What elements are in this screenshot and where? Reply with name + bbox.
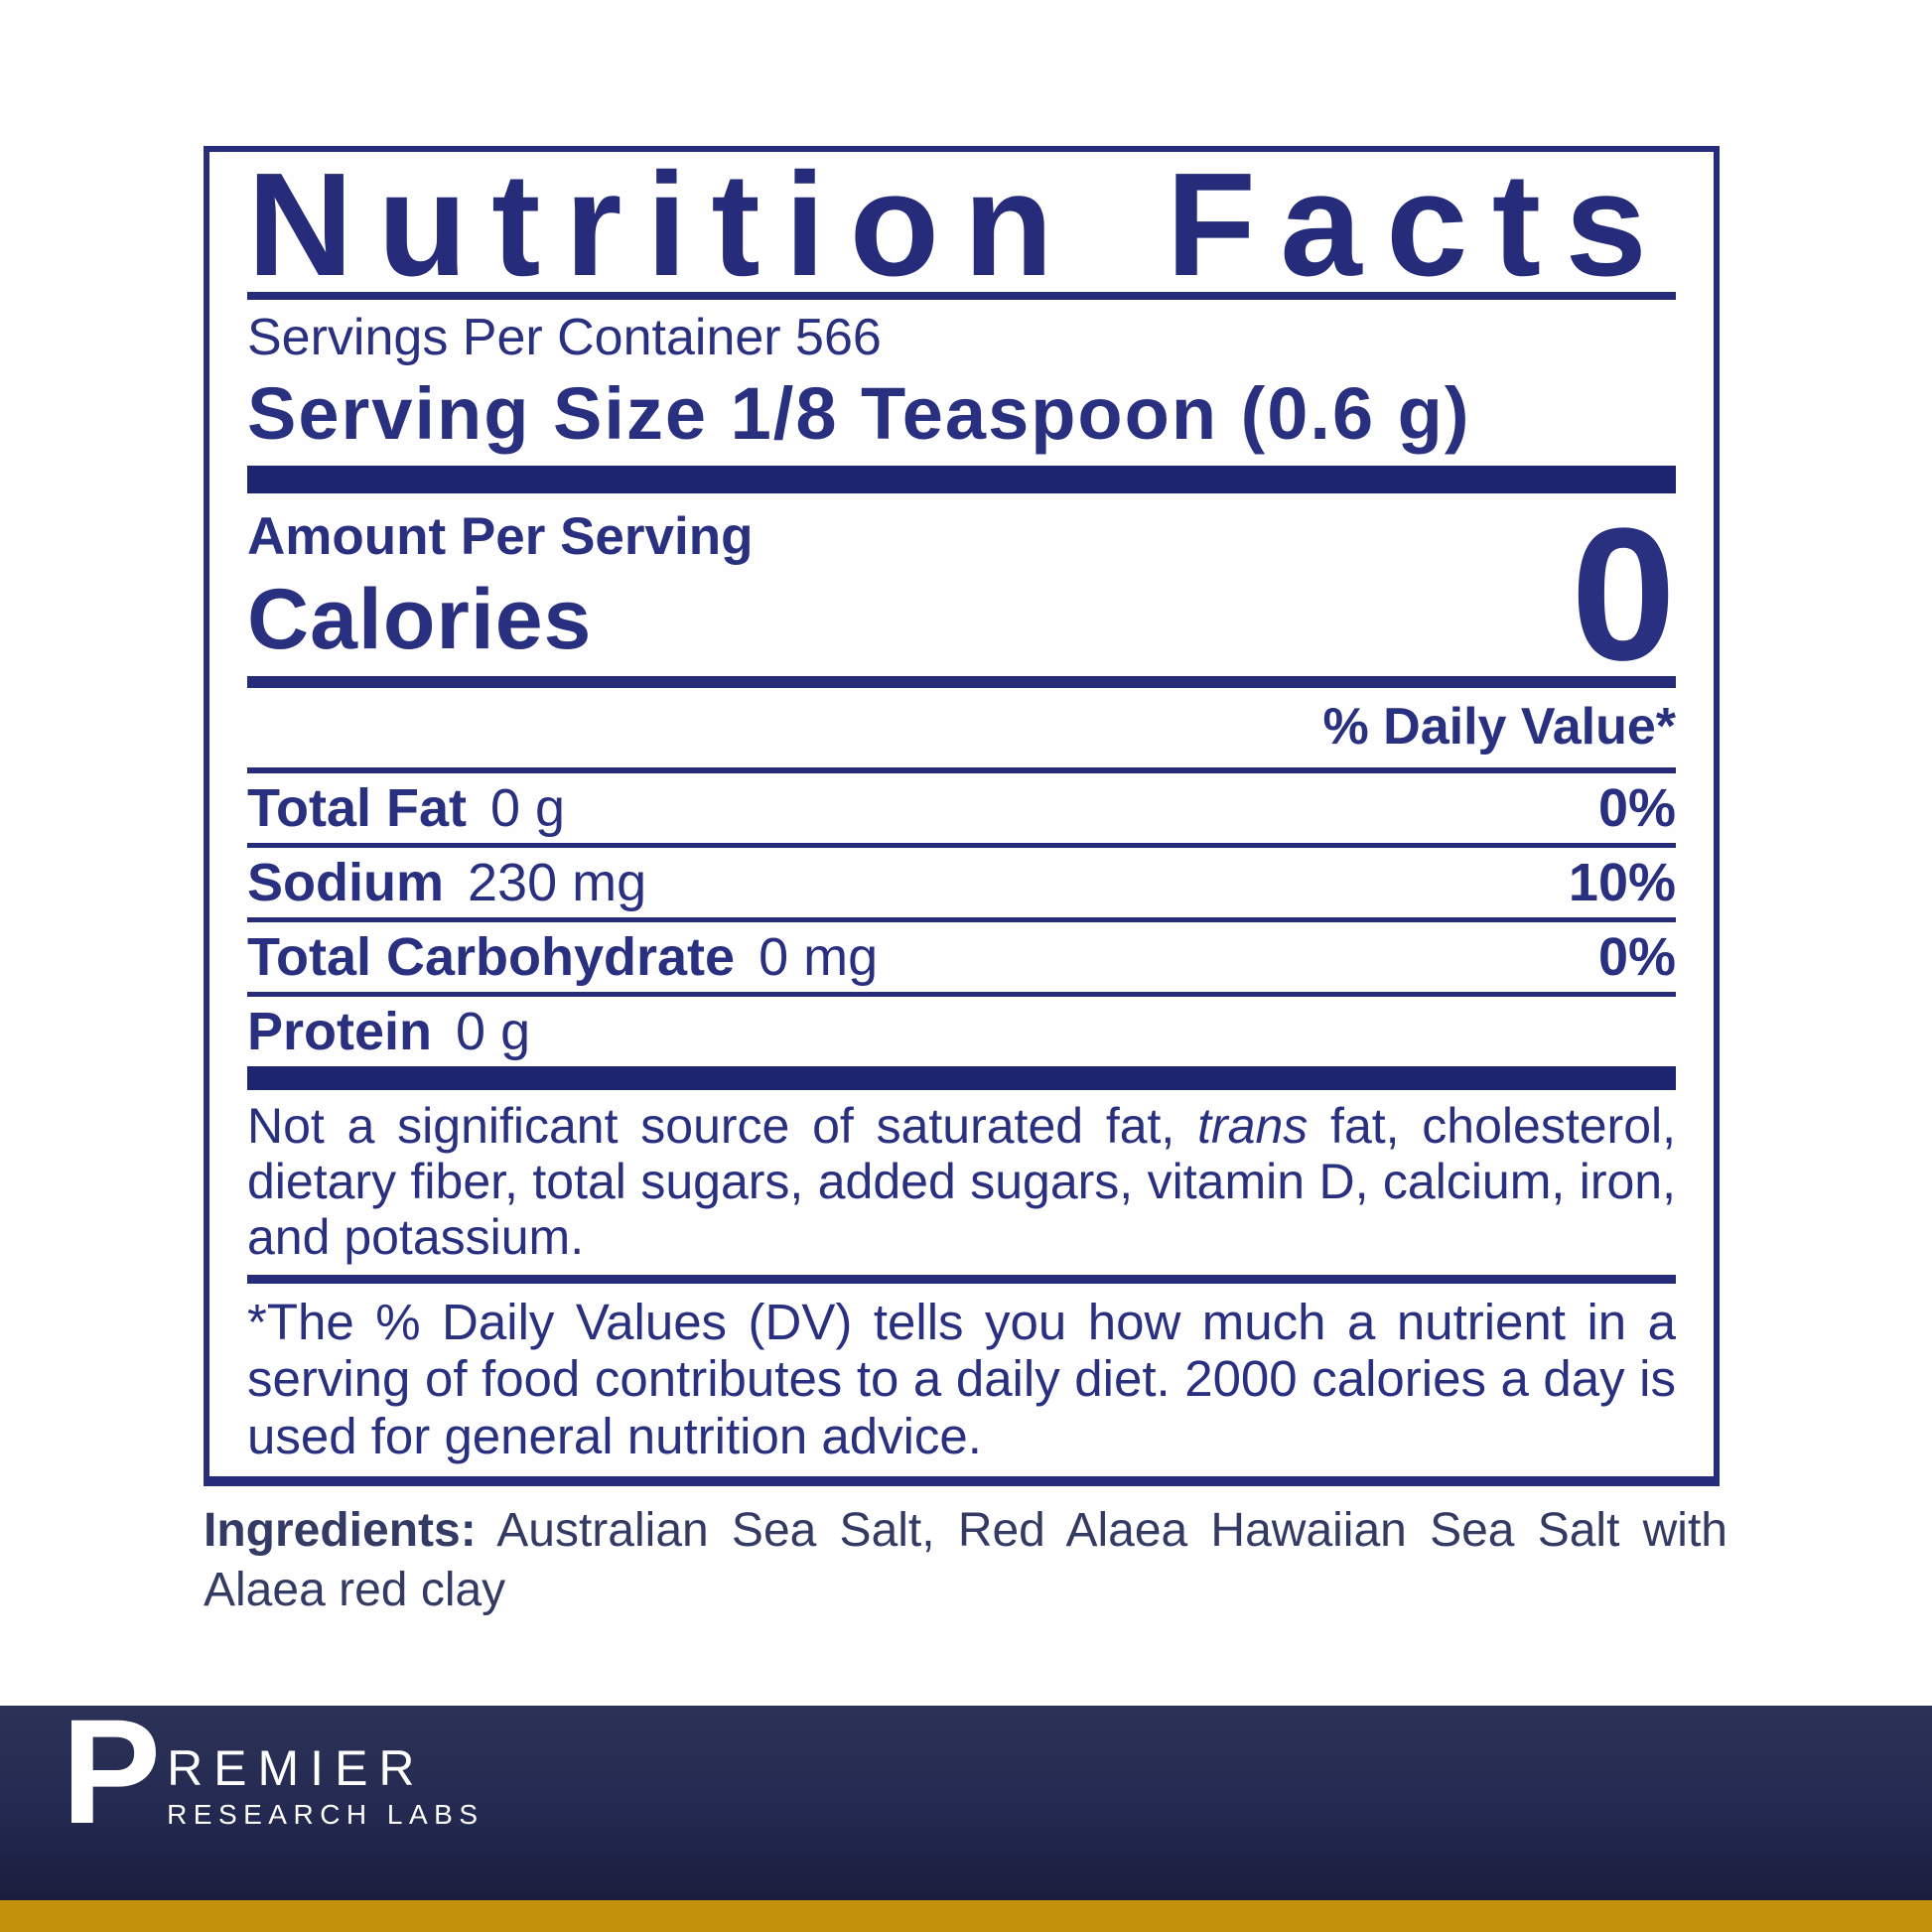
ingredients-label: Ingredients: [204,1504,477,1557]
calories-section: Amount Per Serving Calories 0 [247,489,1676,701]
footnote-divider [247,1275,1676,1285]
nutrient-row-sodium: Sodium 230 mg 10% [247,848,1676,917]
daily-value-footnote: *The % Daily Values (DV) tells you how m… [247,1294,1676,1464]
nutrient-row-total-carbohydrate: Total Carbohydrate 0 mg 0% [247,922,1676,992]
daily-value-divider [247,767,1676,774]
note-trans-italic: trans [1197,1098,1309,1155]
nutrient-amount: 0 mg [759,927,879,988]
brand-subtitle: RESEARCH LABS [167,1799,484,1830]
footer-navy-band: P REMIER RESEARCH LABS [0,1688,1932,1900]
note-suffix: fat, cholesterol, dietary fiber, total s… [247,1098,1676,1266]
premier-research-labs-logo: P REMIER RESEARCH LABS [62,1688,484,1855]
calories-divider [247,675,1676,688]
nutrient-row-total-fat: Total Fat 0 g 0% [247,773,1676,843]
thick-bar-top [247,466,1676,494]
nutrition-facts-title: Nutrition Facts [247,143,1672,307]
footer-gold-strip [0,1900,1932,1932]
servings-per-container: Servings Per Container 566 [247,309,882,367]
calories-label: Calories [247,571,593,667]
calories-value: 0 [1571,489,1676,701]
nutrient-name: Sodium [247,853,444,913]
nutrient-name: Total Carbohydrate [247,927,736,988]
nutrient-amount: 0 g [489,778,566,839]
daily-value-header: % Daily Value* [1322,697,1676,756]
nutrient-amount: 230 mg [468,853,647,913]
nutrition-facts-panel: Nutrition Facts Servings Per Container 5… [204,146,1720,1486]
row-divider [247,843,1676,849]
nutrient-daily-value: 10% [1568,853,1676,913]
row-divider [247,992,1676,998]
nutrient-row-protein: Protein 0 g [247,997,1676,1066]
title-divider [247,292,1676,301]
note-prefix: Not a significant source of saturated fa… [247,1098,1198,1155]
logo-p-initial: P [62,1688,162,1855]
serving-size: Serving Size 1/8 Teaspoon (0.6 g) [247,371,1471,455]
footer: P REMIER RESEARCH LABS [0,1688,1932,1932]
thick-bar-bottom [247,1066,1676,1091]
amount-per-serving-label: Amount Per Serving [247,507,754,567]
nutrient-daily-value: 0% [1597,778,1676,839]
brand-name: REMIER [167,1740,426,1796]
nutrient-amount: 0 g [456,1002,531,1062]
nutrient-daily-value: 0% [1597,927,1676,988]
nutrient-name: Protein [247,1002,433,1062]
ingredients-text: Australian Sea Salt, Red Alaea Hawaiian … [204,1504,1727,1616]
not-significant-source-note: Not a significant source of saturated fa… [247,1098,1676,1265]
row-divider [247,917,1676,923]
ingredients-line: Ingredients: Australian Sea Salt, Red Al… [204,1501,1727,1620]
nutrient-name: Total Fat [247,778,467,839]
